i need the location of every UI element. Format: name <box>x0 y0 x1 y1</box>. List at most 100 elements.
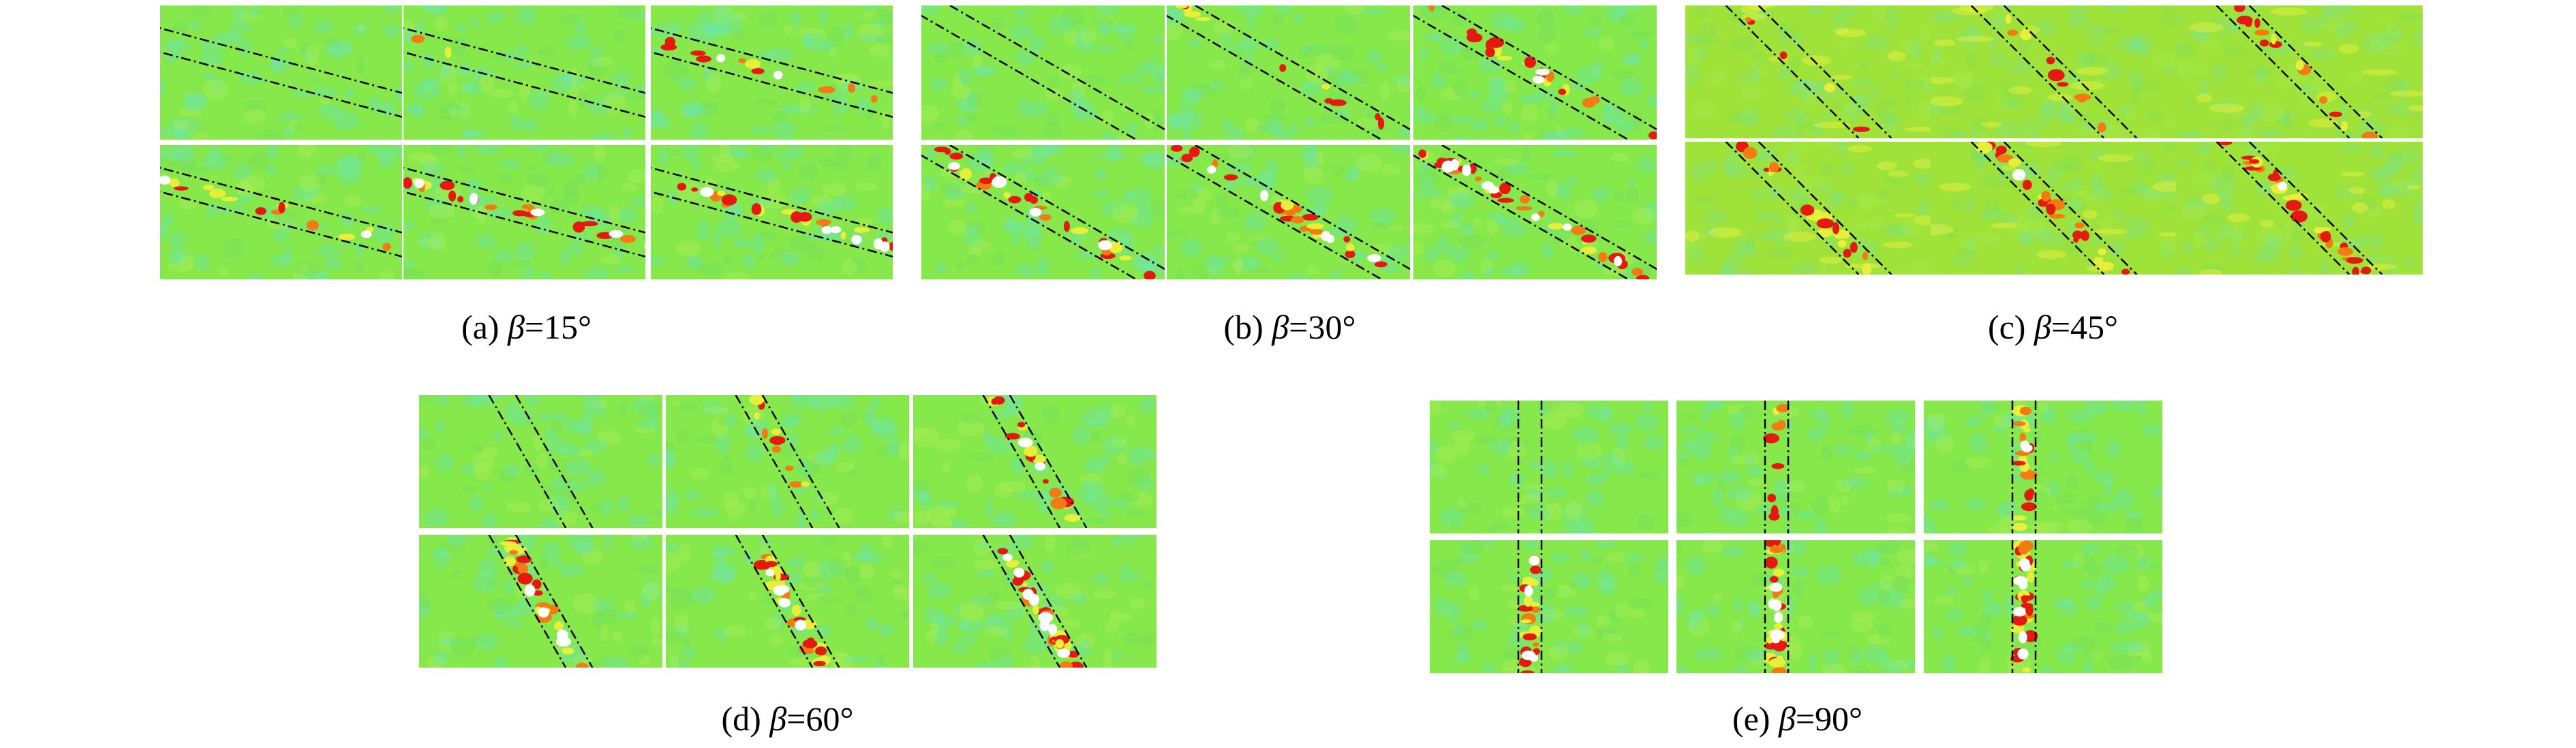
joint-line-b-3-1 <box>1441 5 1657 131</box>
joint-line-d-1-1 <box>515 395 594 528</box>
joint-line-b-1-2 <box>921 14 1137 140</box>
panel-field-c-1 <box>1685 5 1932 138</box>
result-panel-b-1 <box>921 5 1165 140</box>
joint-line-b-6-2 <box>1413 154 1629 279</box>
joint-line-a-3-1 <box>651 27 893 94</box>
panel-field-b-3 <box>1413 5 1657 140</box>
subfigure-c <box>1685 5 2423 275</box>
joint-line-c-3-1 <box>2248 5 2383 138</box>
joint-line-d-3-2 <box>982 395 1061 528</box>
result-panel-d-2 <box>666 395 909 528</box>
result-panel-c-6 <box>2176 142 2423 275</box>
joint-line-d-4-2 <box>488 535 567 668</box>
caption-e-prefix: (e) <box>1732 700 1779 738</box>
joint-line-a-3-2 <box>651 51 893 118</box>
joint-line-d-3-1 <box>1009 395 1088 528</box>
result-panel-b-5 <box>1167 145 1410 279</box>
result-panel-b-6 <box>1413 145 1657 279</box>
panel-field-d-2 <box>666 395 909 528</box>
result-panel-b-4 <box>921 145 1165 279</box>
joint-line-b-2-2 <box>1167 14 1382 140</box>
caption-b-symbol: β <box>1272 308 1289 346</box>
caption-b: (b) β=30° <box>1128 310 1452 344</box>
result-panel-e-4 <box>1430 540 1668 673</box>
joint-line-d-1-2 <box>488 395 567 528</box>
caption-d-symbol: β <box>769 700 787 738</box>
joint-line-c-5-1 <box>2003 142 2138 275</box>
result-panel-d-6 <box>913 535 1156 668</box>
panel-field-c-3 <box>2176 5 2423 138</box>
result-panel-a-4 <box>160 145 402 279</box>
result-panel-c-1 <box>1685 5 1932 138</box>
subfigure-b <box>921 5 1657 279</box>
caption-a-symbol: β <box>507 308 525 346</box>
panel-field-a-4 <box>160 145 402 279</box>
joint-line-c-3-2 <box>2215 5 2350 138</box>
joint-line-a-6-2 <box>651 191 893 258</box>
joint-line-a-2-1 <box>403 27 645 94</box>
result-panel-a-3 <box>651 5 893 140</box>
result-panel-c-4 <box>1685 142 1932 275</box>
caption-e-value: =90° <box>1795 700 1863 738</box>
joint-line-c-2-1 <box>2003 5 2138 138</box>
result-panel-d-5 <box>666 535 909 668</box>
panel-field-c-4 <box>1685 142 1932 275</box>
joint-line-a-1-1 <box>160 27 402 94</box>
result-panel-e-1 <box>1430 401 1668 533</box>
caption-a: (a) β=15° <box>365 310 688 344</box>
panel-field-a-6 <box>651 145 893 279</box>
caption-c-value: =45° <box>2051 308 2119 346</box>
result-panel-a-1 <box>160 5 402 140</box>
joint-line-d-5-2 <box>735 535 814 668</box>
result-panel-a-5 <box>403 145 645 279</box>
result-panel-a-2 <box>403 5 645 140</box>
panel-field-c-2 <box>1931 5 2177 138</box>
joint-line-c-1-2 <box>1725 5 1860 138</box>
result-panel-c-3 <box>2176 5 2423 138</box>
caption-c-prefix: (c) <box>1987 308 2034 346</box>
joint-line-d-2-2 <box>735 395 814 528</box>
panel-field-a-2 <box>403 5 645 140</box>
caption-e: (e) β=90° <box>1636 702 1959 736</box>
panel-field-e-6 <box>1924 540 2162 673</box>
caption-d-value: =60° <box>786 700 854 738</box>
caption-a-value: =15° <box>524 308 592 346</box>
result-panel-d-3 <box>913 395 1156 528</box>
subfigure-d <box>419 395 1156 668</box>
joint-line-c-1-1 <box>1758 5 1892 138</box>
result-panel-d-1 <box>419 395 662 528</box>
panel-field-d-4 <box>419 535 662 668</box>
result-panel-e-6 <box>1924 540 2162 673</box>
panel-field-c-5 <box>1931 142 2177 275</box>
joint-line-a-2-2 <box>403 51 645 118</box>
joint-line-d-6-2 <box>982 535 1061 668</box>
caption-e-symbol: β <box>1778 700 1796 738</box>
panel-field-a-1 <box>160 5 402 140</box>
joint-line-b-4-1 <box>949 145 1165 270</box>
joint-line-b-1-1 <box>949 5 1165 131</box>
panel-field-b-6 <box>1413 145 1657 279</box>
panel-field-b-2 <box>1167 5 1410 140</box>
panel-field-e-2 <box>1676 401 1915 533</box>
subfigure-a <box>160 5 893 279</box>
joint-line-a-4-2 <box>160 191 402 258</box>
joint-line-d-5-1 <box>761 535 840 668</box>
panel-field-d-6 <box>913 535 1156 668</box>
subfigure-e <box>1430 401 2162 673</box>
result-panel-e-2 <box>1676 401 1915 533</box>
caption-a-prefix: (a) <box>461 308 508 346</box>
caption-b-value: =30° <box>1289 308 1356 346</box>
result-panel-b-3 <box>1413 5 1657 140</box>
joint-line-c-2-2 <box>1970 5 2105 138</box>
panel-field-d-1 <box>419 395 662 528</box>
joint-line-a-5-1 <box>403 167 645 234</box>
caption-d-prefix: (d) <box>721 700 770 738</box>
panel-field-c-6 <box>2176 142 2423 275</box>
panel-field-b-1 <box>921 5 1165 140</box>
joint-line-a-6-1 <box>651 167 893 234</box>
joint-line-b-6-1 <box>1441 145 1657 270</box>
result-panel-c-5 <box>1931 142 2177 275</box>
panel-field-b-5 <box>1167 145 1410 279</box>
panel-field-d-5 <box>666 535 909 668</box>
